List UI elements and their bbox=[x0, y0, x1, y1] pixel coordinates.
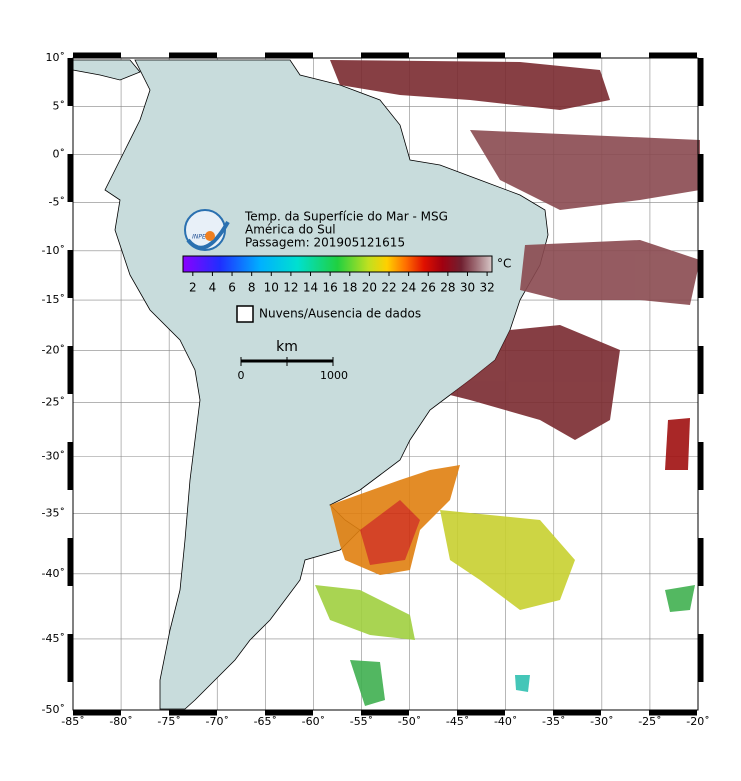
scale-unit: km bbox=[276, 339, 298, 355]
colorbar-tick-label: 14 bbox=[303, 281, 318, 295]
lon-tick-label: -75˚ bbox=[157, 715, 180, 728]
lon-tick-label: -55˚ bbox=[350, 715, 373, 728]
lon-tick-label: -65˚ bbox=[254, 715, 277, 728]
scale-bar bbox=[240, 357, 334, 366]
colorbar-tick-label: 26 bbox=[421, 281, 436, 295]
lat-tick-label: -30˚ bbox=[42, 449, 65, 462]
colorbar-ticks: 2 4 6 8 10 12 14 16 18 20 22 24 26 28 30 32 bbox=[189, 272, 495, 295]
legend-title: Temp. da Superfície do Mar - MSG bbox=[244, 210, 448, 224]
colorbar-tick-label: 18 bbox=[342, 281, 357, 295]
no-data-swatch bbox=[236, 305, 254, 323]
scale-label: 1000 bbox=[320, 369, 348, 382]
lat-tick-label: -40˚ bbox=[42, 567, 65, 580]
colorbar-tick-label: 12 bbox=[283, 281, 298, 295]
legend-title: América do Sul bbox=[245, 223, 336, 237]
lon-tick-label: -25˚ bbox=[638, 715, 661, 728]
lon-tick-label: -60˚ bbox=[302, 715, 325, 728]
colorbar-tick-label: 20 bbox=[362, 281, 377, 295]
lon-tick-label: -30˚ bbox=[590, 715, 613, 728]
lat-tick-label: -5˚ bbox=[49, 195, 65, 208]
land bbox=[72, 59, 141, 81]
scale-label: 0 bbox=[238, 369, 245, 382]
lon-tick-label: -20˚ bbox=[686, 715, 709, 728]
lon-tick-label: -40˚ bbox=[494, 715, 517, 728]
colorbar-tick-label: 6 bbox=[228, 281, 236, 295]
lat-tick-label: -25˚ bbox=[42, 395, 65, 408]
colorbar-tick-label: 16 bbox=[323, 281, 338, 295]
legend-title: Passagem: 201905121615 bbox=[245, 236, 405, 250]
colorbar bbox=[182, 255, 493, 273]
map-frame bbox=[72, 57, 699, 711]
logo: INPE bbox=[184, 209, 230, 251]
lat-tick-label: 5˚ bbox=[53, 99, 66, 112]
axis-labels: -85˚ -80˚ -75˚ -70˚ -65˚ -60˚ -55˚ -50˚ -45˚ -40˚… bbox=[42, 51, 710, 728]
colorbar-tick-label: 22 bbox=[381, 281, 396, 295]
lat-tick-label: 0˚ bbox=[53, 147, 66, 160]
sst-field bbox=[315, 60, 700, 706]
lat-tick-label: -35˚ bbox=[42, 506, 65, 519]
colorbar-tick-label: 10 bbox=[264, 281, 279, 295]
colorbar-tick-label: 2 bbox=[189, 281, 197, 295]
lat-tick-label: -45˚ bbox=[42, 632, 65, 645]
colorbar-unit: °C bbox=[497, 257, 511, 271]
colorbar-tick-label: 24 bbox=[401, 281, 416, 295]
lon-tick-label: -35˚ bbox=[542, 715, 565, 728]
lat-tick-label: -15˚ bbox=[42, 293, 65, 306]
colorbar-tick-label: 32 bbox=[479, 281, 494, 295]
lon-tick-label: -85˚ bbox=[61, 715, 84, 728]
colorbar-tick-label: 30 bbox=[460, 281, 475, 295]
lon-tick-label: -45˚ bbox=[446, 715, 469, 728]
no-data-label: Nuvens/Ausencia de dados bbox=[259, 307, 421, 321]
lon-tick-label: -80˚ bbox=[109, 715, 132, 728]
lat-tick-label: 10˚ bbox=[46, 51, 66, 64]
lon-tick-label: -50˚ bbox=[398, 715, 421, 728]
colorbar-tick-label: 8 bbox=[248, 281, 256, 295]
frame-border bbox=[67, 52, 704, 716]
lon-tick-label: -70˚ bbox=[205, 715, 228, 728]
lat-tick-label: -50˚ bbox=[42, 703, 65, 716]
logo-text: INPE bbox=[192, 234, 206, 241]
colorbar-tick-label: 28 bbox=[440, 281, 455, 295]
lat-tick-label: -10˚ bbox=[42, 244, 65, 257]
colorbar-tick-label: 4 bbox=[209, 281, 217, 295]
lat-tick-label: -20˚ bbox=[42, 343, 65, 356]
